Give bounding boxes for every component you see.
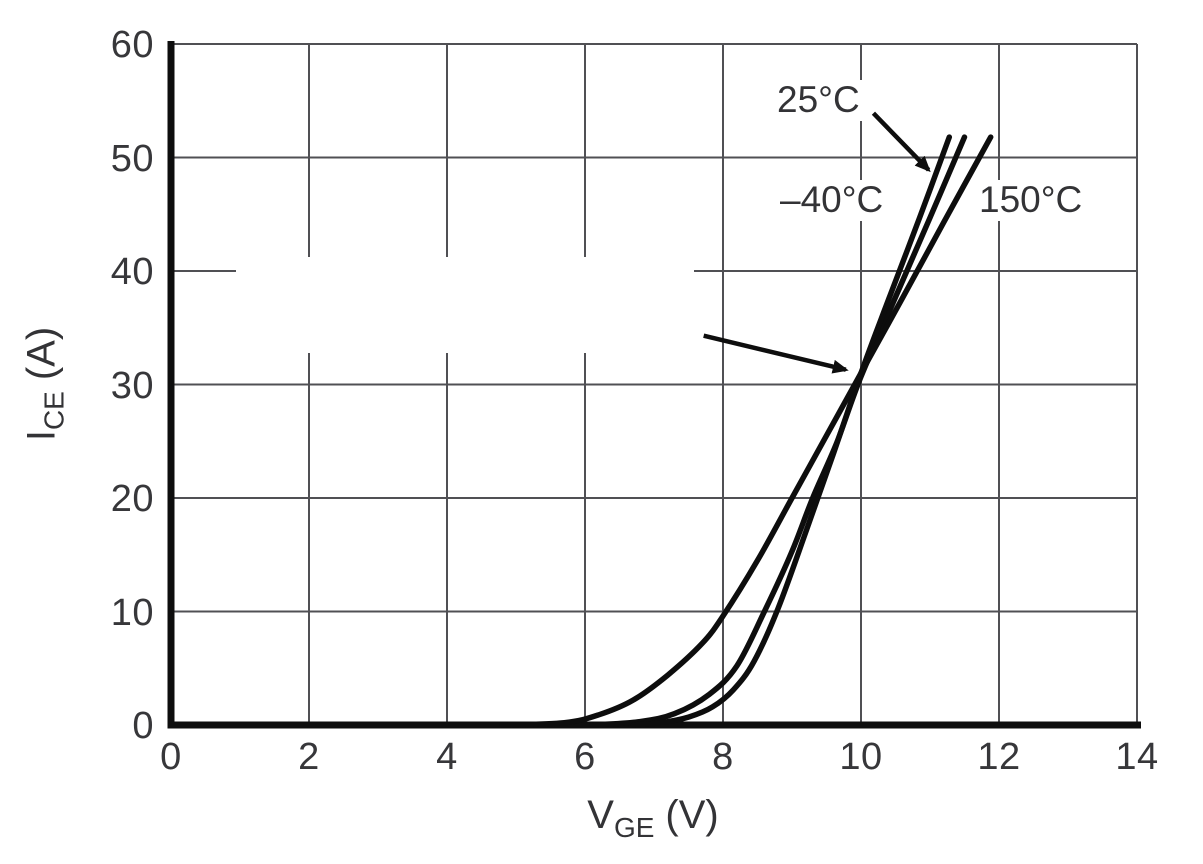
x-tick-label-6: 6 bbox=[574, 736, 596, 778]
curve-150c bbox=[499, 134, 994, 728]
series-label-minus40c: –40°C bbox=[775, 180, 889, 221]
x-tick-label-8: 8 bbox=[712, 736, 734, 778]
curve-minus40c bbox=[630, 134, 953, 728]
series-label-25c: 25°C bbox=[772, 80, 865, 121]
label-arrow-25c bbox=[871, 111, 931, 173]
x-tick-label-10: 10 bbox=[839, 736, 883, 778]
x-axis-subscript: GE bbox=[613, 812, 655, 843]
gridline-gap-patch bbox=[236, 257, 694, 353]
y-tick-label-40: 40 bbox=[110, 251, 154, 293]
x-tick-label-14: 14 bbox=[1115, 736, 1159, 778]
x-tick-label-2: 2 bbox=[298, 736, 320, 778]
x-tick-label-0: 0 bbox=[160, 736, 182, 778]
gridlines bbox=[171, 43, 1138, 725]
y-axis-symbol: I bbox=[19, 430, 64, 442]
curves bbox=[499, 134, 994, 728]
y-tick-label-60: 60 bbox=[110, 24, 154, 66]
y-axis-unit: (A) bbox=[19, 326, 64, 381]
series-label-150c: 150°C bbox=[974, 180, 1088, 221]
x-axis-unit: (V) bbox=[665, 793, 719, 837]
x-tick-label-12: 12 bbox=[977, 736, 1021, 778]
x-axis-symbol: V bbox=[587, 793, 614, 837]
curve-25c bbox=[589, 134, 968, 728]
x-axis-title: VGE (V) bbox=[587, 793, 719, 842]
y-tick-label-30: 30 bbox=[110, 364, 154, 407]
y-tick-label-0: 0 bbox=[132, 705, 154, 747]
y-tick-label-20: 20 bbox=[110, 478, 154, 520]
x-tick-label-4: 4 bbox=[436, 736, 458, 778]
crossover-arrow bbox=[703, 333, 849, 374]
y-tick-label-50: 50 bbox=[110, 137, 154, 180]
y-tick-label-10: 10 bbox=[110, 591, 154, 634]
